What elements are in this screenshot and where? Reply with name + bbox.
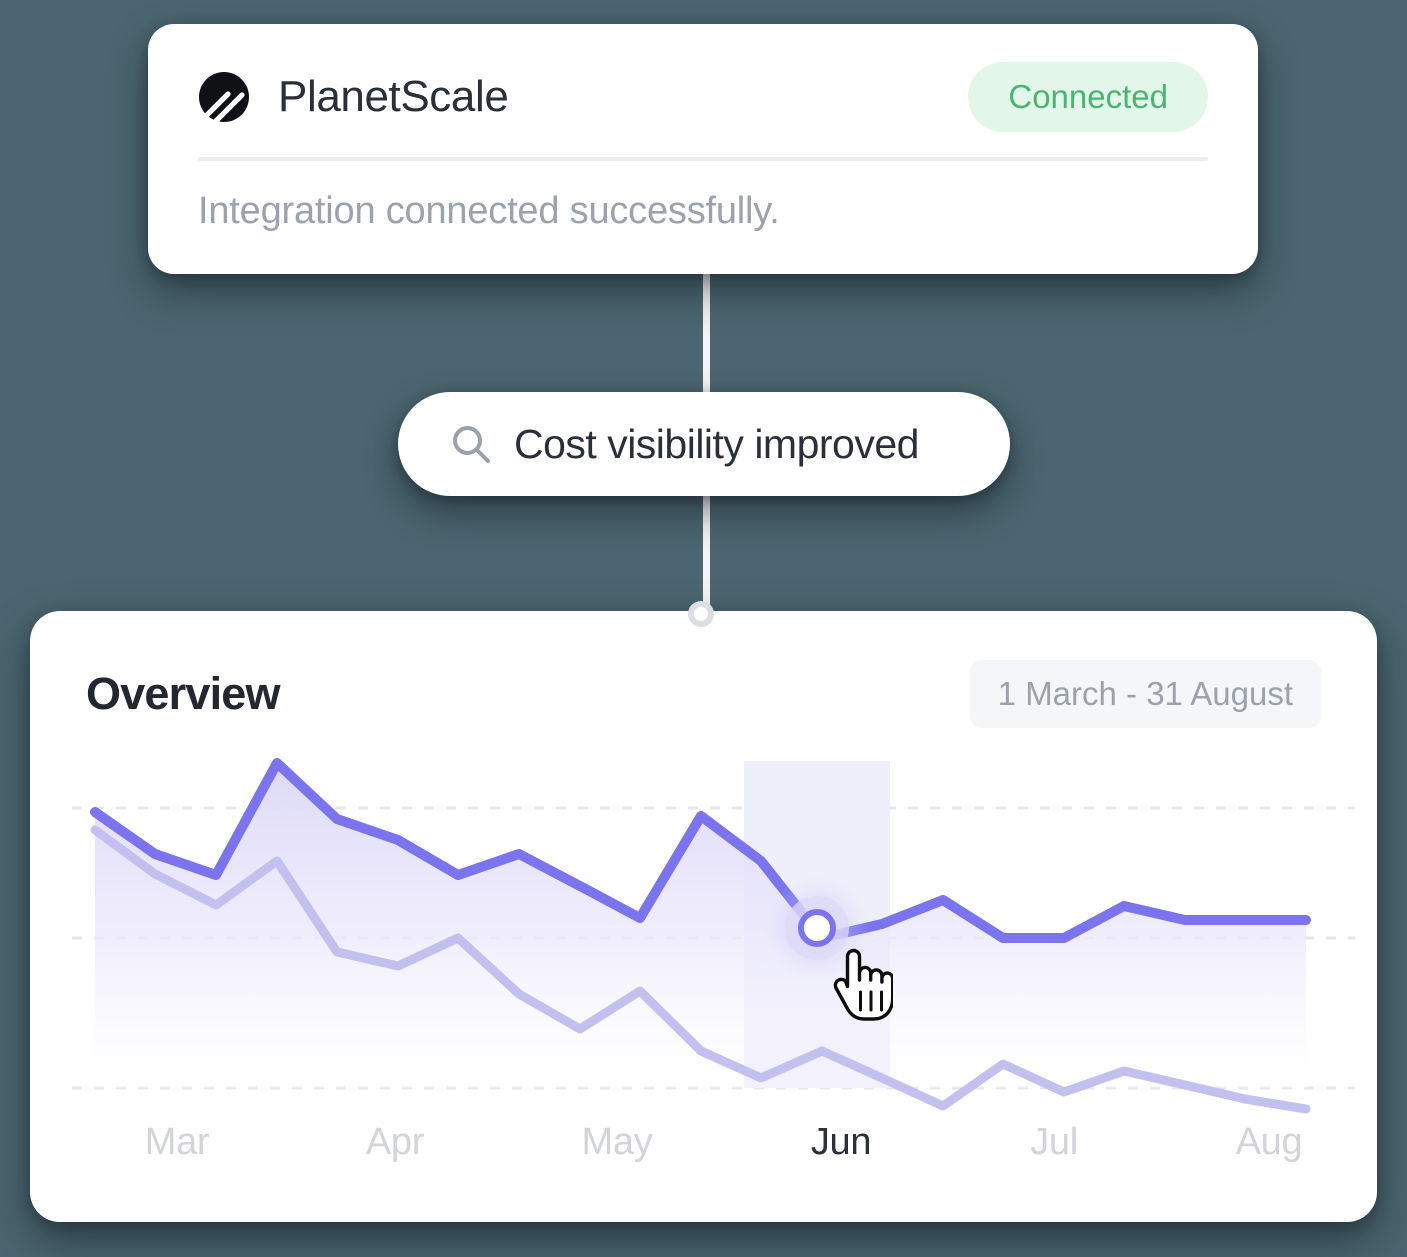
pointing-hand-cursor bbox=[827, 940, 895, 1022]
search-pill[interactable]: Cost visibility improved bbox=[398, 392, 1010, 496]
chart-hover-point[interactable] bbox=[798, 909, 836, 947]
chart-x-axis: Mar Apr May Jun Jul Aug bbox=[30, 1121, 1377, 1191]
overview-area-chart[interactable] bbox=[30, 611, 1377, 1222]
x-tick-mar: Mar bbox=[144, 1121, 210, 1163]
chart-line-secondary bbox=[90, 825, 1311, 1114]
page-title: Overview bbox=[86, 668, 281, 719]
planetscale-logo-icon bbox=[198, 71, 250, 123]
x-tick-jul: Jul bbox=[1030, 1121, 1078, 1163]
date-range-selector[interactable]: 1 March - 31 August bbox=[969, 660, 1321, 728]
overview-card: Overview 1 March - 31 August bbox=[30, 611, 1377, 1222]
search-pill-label: Cost visibility improved bbox=[514, 420, 919, 467]
integration-card: PlanetScale Connected Integration connec… bbox=[148, 24, 1258, 274]
overview-header: Overview 1 March - 31 August bbox=[86, 659, 1321, 729]
x-tick-apr: Apr bbox=[365, 1121, 425, 1163]
connector-line bbox=[703, 128, 710, 623]
status-badge: Connected bbox=[968, 62, 1208, 132]
connector-dot bbox=[688, 601, 714, 627]
x-tick-may: May bbox=[581, 1121, 653, 1163]
x-tick-jun: Jun bbox=[810, 1121, 872, 1163]
integration-title: PlanetScale bbox=[278, 72, 509, 121]
chart-line-primary bbox=[90, 758, 1311, 943]
search-icon bbox=[450, 423, 492, 465]
x-tick-aug: Aug bbox=[1235, 1121, 1303, 1163]
integration-card-header: PlanetScale Connected bbox=[198, 56, 1208, 138]
integration-note: Integration connected successfully. bbox=[198, 190, 780, 232]
card-divider bbox=[198, 157, 1208, 161]
